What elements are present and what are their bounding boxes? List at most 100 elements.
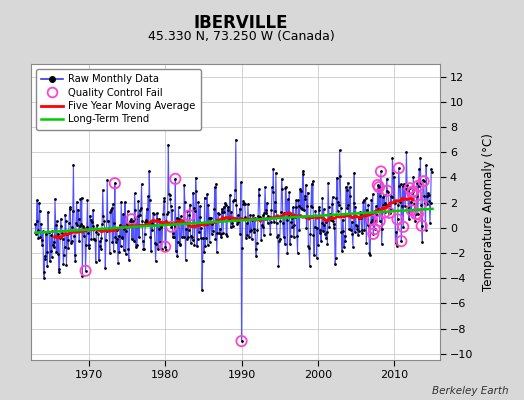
- Point: [42, 248, 51, 255]
- Point: [49, 242, 57, 248]
- Point: [204, 242, 212, 248]
- Point: [396, 198, 404, 205]
- Point: [250, 229, 258, 235]
- Point: [297, 205, 305, 211]
- Point: [63, 230, 71, 237]
- Point: [375, 184, 383, 190]
- Point: [381, 200, 390, 206]
- Point: [386, 193, 395, 200]
- Point: [389, 198, 398, 204]
- Point: [130, 237, 138, 244]
- Point: [328, 201, 336, 207]
- Point: [403, 181, 411, 188]
- Point: [246, 228, 254, 234]
- Point: [114, 233, 123, 239]
- Point: [285, 212, 293, 219]
- Point: [340, 244, 348, 250]
- Point: [400, 186, 409, 193]
- Point: [202, 221, 211, 227]
- Point: [205, 238, 214, 245]
- Point: [367, 197, 376, 203]
- Point: [120, 226, 128, 232]
- Point: [275, 238, 283, 244]
- Point: [69, 208, 77, 214]
- Point: [161, 244, 169, 250]
- Point: [202, 234, 210, 241]
- Point: [185, 212, 193, 219]
- Point: [206, 215, 214, 222]
- Point: [176, 241, 184, 248]
- Point: [387, 205, 395, 212]
- Point: [397, 238, 406, 244]
- Point: [175, 216, 183, 222]
- Point: [421, 200, 429, 206]
- Point: [59, 235, 67, 242]
- Point: [119, 211, 127, 218]
- Point: [129, 218, 137, 225]
- Point: [149, 210, 157, 216]
- Point: [324, 180, 332, 186]
- Point: [155, 225, 163, 232]
- Point: [83, 197, 92, 203]
- Point: [374, 182, 382, 188]
- Point: [427, 166, 435, 173]
- Point: [327, 217, 335, 223]
- Point: [115, 249, 124, 255]
- Point: [57, 216, 65, 222]
- Point: [379, 202, 388, 208]
- Point: [94, 231, 103, 238]
- Point: [267, 207, 276, 213]
- Point: [45, 229, 53, 236]
- Point: [216, 226, 224, 232]
- Point: [308, 180, 316, 187]
- Point: [212, 180, 220, 187]
- Point: [238, 245, 246, 251]
- Point: [125, 257, 133, 263]
- Point: [152, 210, 161, 217]
- Point: [254, 213, 263, 219]
- Point: [181, 256, 190, 263]
- Point: [34, 227, 42, 233]
- Point: [259, 232, 268, 238]
- Point: [110, 220, 118, 226]
- Point: [356, 211, 365, 217]
- Point: [424, 192, 433, 198]
- Point: [234, 212, 242, 218]
- Point: [140, 231, 149, 237]
- Point: [265, 215, 273, 221]
- Point: [220, 204, 228, 210]
- Point: [199, 234, 208, 241]
- Point: [44, 209, 52, 215]
- Point: [60, 251, 68, 258]
- Point: [231, 196, 239, 203]
- Point: [80, 225, 88, 231]
- Point: [105, 225, 113, 231]
- Point: [370, 226, 379, 232]
- Point: [409, 174, 418, 180]
- Point: [386, 210, 394, 216]
- Point: [351, 204, 359, 210]
- Point: [278, 186, 287, 192]
- Point: [150, 222, 158, 228]
- Point: [132, 216, 140, 222]
- Point: [406, 211, 414, 218]
- Point: [318, 195, 326, 202]
- Point: [106, 209, 115, 215]
- Point: [77, 196, 85, 202]
- Point: [163, 209, 172, 216]
- Point: [191, 174, 200, 181]
- Point: [214, 211, 223, 218]
- Point: [41, 253, 49, 259]
- Point: [195, 229, 203, 236]
- Point: [290, 222, 299, 228]
- Point: [84, 230, 92, 237]
- Point: [80, 233, 89, 239]
- Point: [71, 258, 80, 265]
- Point: [31, 221, 39, 227]
- Point: [41, 256, 50, 263]
- Point: [270, 199, 279, 205]
- Point: [419, 177, 427, 183]
- Point: [243, 220, 251, 226]
- Point: [371, 219, 379, 225]
- Point: [119, 246, 128, 253]
